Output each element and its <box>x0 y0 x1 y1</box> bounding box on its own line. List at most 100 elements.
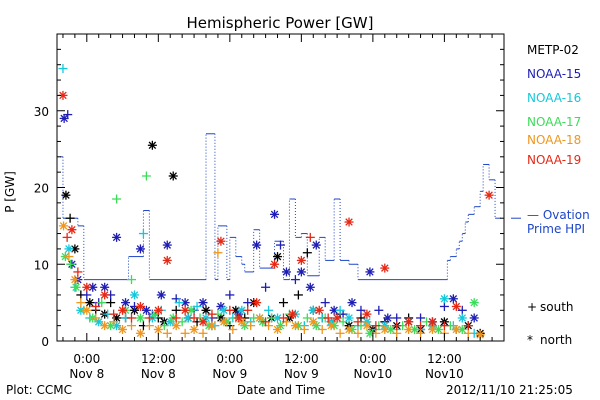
point-noaa-19-south <box>91 301 101 311</box>
x-tick-label-date: Nov 8 <box>69 367 104 381</box>
point-noaa-18-north <box>404 324 414 334</box>
point-noaa-15-south <box>243 298 253 308</box>
x-tick-label-time: 0:00 <box>73 352 100 366</box>
point-noaa-19-south <box>225 305 235 315</box>
point-noaa-19-north <box>82 282 92 292</box>
point-noaa-19-north <box>198 317 208 327</box>
point-metp-02-south <box>293 290 303 300</box>
point-noaa-19-north <box>270 259 280 269</box>
point-noaa-18-south <box>353 328 363 338</box>
chart-title: Hemispheric Power [GW] <box>187 14 374 32</box>
point-noaa-18-south <box>335 328 345 338</box>
point-noaa-18-south <box>463 328 473 338</box>
point-noaa-15-south <box>374 305 384 315</box>
point-noaa-18-north <box>100 321 110 331</box>
point-noaa-18-south <box>64 252 74 262</box>
point-noaa-19-north <box>484 190 494 200</box>
point-noaa-17-south <box>127 275 136 285</box>
point-noaa-19-north <box>427 317 437 327</box>
point-noaa-19-north <box>344 217 354 227</box>
point-noaa-16-north <box>129 290 139 300</box>
point-noaa-15-south <box>439 301 449 311</box>
legend-noaa-15: NOAA-15 <box>527 67 581 81</box>
point-noaa-18-north <box>427 324 437 334</box>
point-noaa-15-south <box>82 290 92 300</box>
point-noaa-18-north <box>308 317 318 327</box>
point-noaa-15-south <box>392 313 402 323</box>
legend-noaa-19: NOAA-19 <box>527 153 581 167</box>
legend-noaa-17: NOAA-17 <box>527 115 581 129</box>
point-noaa-19-south <box>463 321 473 331</box>
point-noaa-19-north <box>153 305 163 315</box>
point-noaa-19-south <box>189 313 199 323</box>
point-noaa-19-south <box>207 309 217 319</box>
point-noaa-19-south <box>305 232 315 242</box>
point-noaa-18-south <box>299 324 309 334</box>
point-noaa-19-north <box>135 301 145 311</box>
point-noaa-17-north <box>71 282 81 292</box>
point-noaa-18-north <box>451 324 461 334</box>
point-noaa-15-south <box>225 290 235 300</box>
x-tick-label-time: 12:00 <box>284 352 319 366</box>
point-noaa-15-south <box>276 240 285 250</box>
point-noaa-19-north <box>252 298 262 308</box>
point-noaa-15-south <box>290 275 300 285</box>
y-tick-label: 10 <box>34 258 49 272</box>
point-noaa-15-north <box>112 232 122 242</box>
point-noaa-15-south <box>320 298 330 308</box>
point-noaa-15-north <box>448 294 458 304</box>
point-noaa-15-south <box>261 282 271 292</box>
point-noaa-17-north <box>135 313 145 323</box>
point-noaa-16-north <box>457 313 467 323</box>
point-noaa-19-north <box>234 313 244 323</box>
point-noaa-15-north <box>100 282 110 292</box>
point-noaa-18-south <box>213 248 223 258</box>
point-noaa-19-south <box>261 317 271 327</box>
point-noaa-15-north <box>141 305 151 315</box>
x-axis-label: Date and Time <box>237 383 325 397</box>
point-noaa-16-north <box>219 305 229 315</box>
point-noaa-16-north <box>344 313 354 323</box>
point-noaa-19-north <box>162 255 172 265</box>
point-noaa-15-north <box>270 209 280 219</box>
point-noaa-19-north <box>404 317 414 327</box>
point-noaa-16-south <box>335 305 345 315</box>
point-noaa-15-south <box>356 305 366 315</box>
legend-metp-02: METP-02 <box>527 43 579 57</box>
point-noaa-18-north <box>362 321 372 331</box>
legend-south-symbol: + <box>527 300 537 314</box>
point-noaa-18-south <box>246 321 256 331</box>
legend-ovation-line1: — Ovation <box>527 208 590 222</box>
point-noaa-18-north <box>255 313 265 323</box>
point-noaa-18-north <box>273 324 283 334</box>
point-noaa-15-north <box>365 267 375 277</box>
point-noaa-19-south <box>323 313 333 323</box>
point-noaa-19-north <box>362 309 372 319</box>
point-noaa-18-north <box>171 321 181 331</box>
point-noaa-16-south <box>138 229 148 239</box>
point-noaa-19-north <box>216 236 226 246</box>
point-noaa-18-south <box>144 321 154 331</box>
point-metp-02-north <box>61 190 71 200</box>
point-noaa-18-south <box>76 298 86 308</box>
point-metp-02-north <box>168 171 178 181</box>
ovation-hpi-line <box>59 133 502 281</box>
point-metp-02-north <box>147 140 157 150</box>
point-noaa-19-north <box>314 305 324 315</box>
point-noaa-19-north <box>287 309 297 319</box>
y-axis-ticks: 0 10 20 30 <box>34 33 504 349</box>
x-tick-label-time: 12:00 <box>141 352 176 366</box>
point-noaa-15-north <box>198 298 208 308</box>
point-noaa-15-north <box>296 267 306 277</box>
y-tick-label: 20 <box>34 182 49 196</box>
point-metp-02-south <box>106 298 116 308</box>
x-tick-label-date: Nov10 <box>354 367 393 381</box>
point-noaa-19-south <box>144 313 154 323</box>
point-noaa-15-north <box>469 313 479 323</box>
point-metp-02-south <box>302 248 312 258</box>
point-noaa-18-north <box>70 275 80 285</box>
point-noaa-18-south <box>198 328 208 338</box>
legend-north-symbol: * <box>527 333 533 347</box>
point-noaa-19-south <box>416 321 426 331</box>
point-metp-02-north <box>85 298 95 308</box>
